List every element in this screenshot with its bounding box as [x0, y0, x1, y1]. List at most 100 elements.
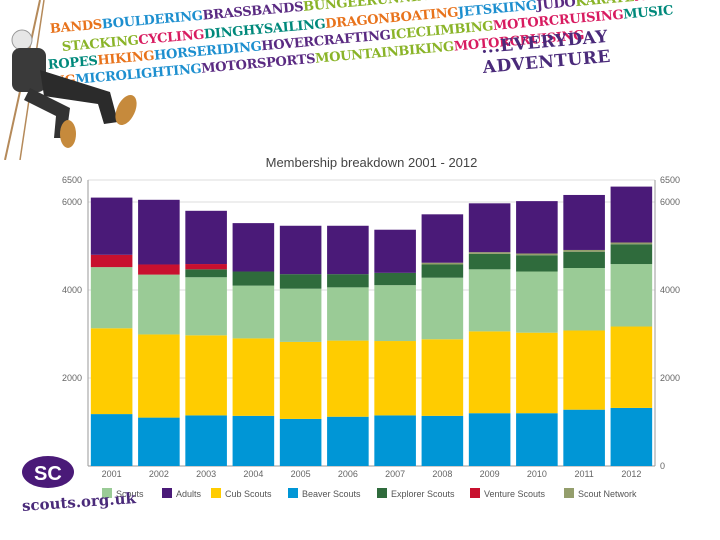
- logo-text: SC: [34, 463, 62, 485]
- bar-segment-scouts: [185, 277, 227, 336]
- activity-word: MUSIC: [622, 3, 674, 23]
- bar-segment-explorer-scouts: [610, 244, 653, 265]
- y-tick-label: 2000: [62, 373, 82, 383]
- bar-segment-adults: [421, 214, 464, 263]
- bar-segment-adults: [90, 197, 133, 255]
- y-tick-label-right: 0: [660, 461, 665, 471]
- bar-segment-adults: [516, 201, 558, 254]
- bar-segment-cub-scouts: [374, 341, 416, 416]
- bar-segment-explorer-scouts: [327, 274, 369, 288]
- bar-segment-explorer-scouts: [563, 251, 605, 268]
- scouts-logo: SC: [20, 450, 90, 490]
- legend-swatch: [377, 488, 387, 498]
- legend-label: Cub Scouts: [225, 489, 272, 499]
- x-tick-label: 2012: [621, 469, 641, 479]
- x-tick-label: 2003: [196, 469, 216, 479]
- y-tick-label-right: 6500: [660, 175, 680, 185]
- y-tick-label-right: 6000: [660, 197, 680, 207]
- bar-segment-adults: [327, 225, 369, 275]
- climber-boot: [60, 120, 76, 148]
- bar-segment-scouts: [516, 271, 558, 333]
- bar-segment-scout-network: [516, 253, 558, 256]
- bar-segment-explorer-scouts: [279, 274, 322, 289]
- y-tick-label: 6000: [62, 197, 82, 207]
- bar-segment-adults: [185, 210, 227, 265]
- bar-segment-explorer-scouts: [516, 255, 558, 272]
- bar-segment-venture-scouts: [138, 264, 180, 275]
- climber-legs: [40, 70, 118, 124]
- bar-segment-scouts: [232, 285, 275, 339]
- bar-segment-scouts: [563, 268, 605, 331]
- climber-boot: [115, 95, 137, 125]
- bar-segment-cub-scouts: [421, 339, 464, 416]
- bar-segment-cub-scouts: [232, 338, 275, 416]
- bar-segment-cub-scouts: [563, 330, 605, 410]
- legend-swatch: [162, 488, 172, 498]
- bar-segment-beaver-scouts: [185, 415, 227, 466]
- bar-segment-scout-network: [468, 252, 511, 254]
- bar-segment-scouts: [421, 277, 464, 340]
- bar-segment-beaver-scouts: [421, 415, 464, 466]
- legend-label: Scout Network: [578, 489, 637, 499]
- y-tick-label-right: 2000: [660, 373, 680, 383]
- y-tick-label: 4000: [62, 285, 82, 295]
- bar-segment-beaver-scouts: [232, 415, 275, 466]
- bar-segment-adults: [374, 229, 416, 273]
- legend-label: Beaver Scouts: [302, 489, 361, 499]
- x-tick-label: 2004: [243, 469, 263, 479]
- bar-segment-explorer-scouts: [232, 271, 275, 286]
- legend-label: Explorer Scouts: [391, 489, 455, 499]
- legend-label: Venture Scouts: [484, 489, 546, 499]
- bar-segment-scout-network: [563, 249, 605, 252]
- bar-segment-explorer-scouts: [468, 253, 511, 270]
- bar-segment-beaver-scouts: [138, 417, 180, 466]
- climber-leg-lower: [24, 88, 70, 138]
- bar-segment-venture-scouts: [185, 264, 227, 270]
- bar-segment-adults: [468, 203, 511, 253]
- bar-segment-beaver-scouts: [610, 407, 653, 466]
- bar-segment-beaver-scouts: [563, 409, 605, 466]
- x-tick-label: 2009: [480, 469, 500, 479]
- bar-segment-scouts: [279, 288, 322, 342]
- climber-helmet: [11, 29, 33, 51]
- bar-segment-adults: [232, 223, 275, 272]
- x-tick-label: 2001: [102, 469, 122, 479]
- legend-swatch: [288, 488, 298, 498]
- bar-segment-cub-scouts: [185, 335, 227, 416]
- x-tick-label: 2007: [385, 469, 405, 479]
- bar-segment-scouts: [90, 267, 133, 329]
- bar-segment-beaver-scouts: [374, 415, 416, 466]
- y-tick-label: 6500: [62, 175, 82, 185]
- bar-segment-scouts: [610, 264, 653, 327]
- bar-segment-beaver-scouts: [279, 418, 322, 466]
- legend-label: Adults: [176, 489, 202, 499]
- y-tick-label-right: 4000: [660, 285, 680, 295]
- x-tick-label: 2005: [291, 469, 311, 479]
- bar-segment-beaver-scouts: [90, 414, 133, 466]
- logo-shape: [22, 456, 74, 488]
- legend-label: Scouts: [116, 489, 144, 499]
- bar-segment-cub-scouts: [327, 340, 369, 417]
- x-tick-label: 2002: [149, 469, 169, 479]
- bar-segment-scout-network: [421, 262, 464, 265]
- bar-segment-explorer-scouts: [185, 269, 227, 278]
- chart-title: Membership breakdown 2001 - 2012: [266, 155, 478, 170]
- bar-segment-cub-scouts: [516, 332, 558, 414]
- bar-segment-adults: [610, 186, 653, 243]
- x-tick-label: 2006: [338, 469, 358, 479]
- bar-segment-venture-scouts: [90, 254, 133, 268]
- x-tick-label: 2008: [432, 469, 452, 479]
- x-tick-label: 2010: [527, 469, 547, 479]
- activity-word: NARROWBOATING: [633, 0, 720, 5]
- bar-segment-adults: [563, 194, 605, 250]
- bar-segment-adults: [279, 225, 322, 275]
- bar-segment-scout-network: [610, 242, 653, 245]
- bar-segment-scouts: [138, 274, 180, 335]
- bar-segment-adults: [138, 199, 180, 265]
- bar-segment-explorer-scouts: [421, 264, 464, 278]
- bar-segment-cub-scouts: [138, 334, 180, 418]
- bar-segment-scouts: [327, 287, 369, 341]
- x-tick-label: 2011: [574, 469, 593, 479]
- climber-illustration: [4, 0, 137, 160]
- legend-swatch: [564, 488, 574, 498]
